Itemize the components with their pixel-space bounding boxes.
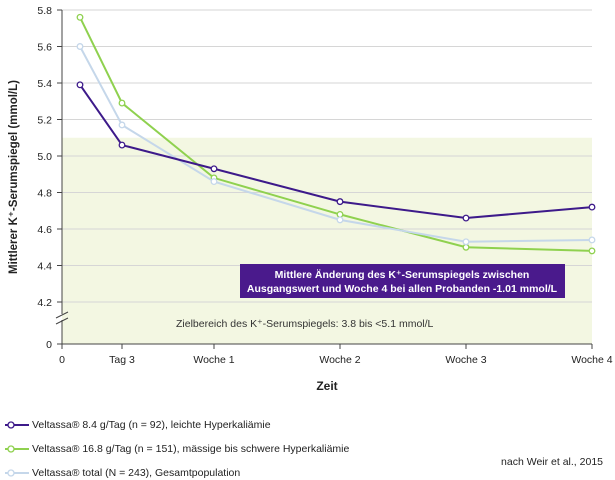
axis-break-mark bbox=[55, 311, 69, 319]
data-point bbox=[118, 141, 126, 149]
data-point bbox=[76, 43, 84, 50]
data-point bbox=[462, 243, 470, 251]
data-point bbox=[118, 121, 126, 129]
x-axis-label: Zeit bbox=[316, 379, 337, 393]
x-tick-label: Woche 1 bbox=[193, 354, 234, 366]
x-tick-label: 0 bbox=[59, 354, 65, 366]
axes bbox=[55, 10, 592, 345]
x-tick-label: Woche 2 bbox=[319, 354, 360, 366]
y-tick-label: 0 bbox=[46, 339, 52, 351]
series-line bbox=[79, 84, 593, 220]
data-point bbox=[336, 198, 344, 206]
legend-label: Veltassa® total (N = 243), Gesamtpopulat… bbox=[32, 467, 241, 479]
y-tick-label: 4.8 bbox=[37, 188, 52, 200]
target-range-label: Zielbereich des K⁺-Serumspiegels: 3.8 bi… bbox=[176, 318, 434, 330]
legend-swatch bbox=[5, 421, 29, 429]
y-tick-label: 4.6 bbox=[37, 224, 52, 236]
x-tick-label: Tag 3 bbox=[109, 354, 135, 366]
y-tick-label: 5.8 bbox=[37, 5, 52, 17]
legend-swatch bbox=[5, 469, 29, 477]
y-tick-label: 5.6 bbox=[37, 42, 52, 54]
annotation-box: Mittlere Änderung des K⁺-Serumspiegels z… bbox=[240, 264, 565, 298]
data-point bbox=[588, 236, 596, 244]
annotation-line-2: Ausgangswert und Woche 4 bei allen Proba… bbox=[247, 283, 558, 295]
axis-break-mark bbox=[55, 317, 69, 325]
legend-marker bbox=[7, 421, 15, 429]
source-citation: nach Weir et al., 2015 bbox=[501, 456, 603, 468]
y-tick-labels: 0 4.2 4.4 4.6 4.8 5.0 5.2 5.4 5.6 5.8 bbox=[37, 5, 62, 351]
y-axis-label: Mittlerer K⁺-Serumspiegel (mmol/L) bbox=[8, 80, 20, 274]
x-tick-label: Woche 3 bbox=[445, 354, 486, 366]
y-tick-label: 4.2 bbox=[37, 297, 52, 309]
data-point bbox=[462, 238, 470, 246]
legend-marker bbox=[7, 469, 15, 477]
legend-label: Veltassa® 8.4 g/Tag (n = 92), leichte Hy… bbox=[32, 419, 271, 431]
data-point bbox=[210, 178, 218, 185]
data-point bbox=[462, 214, 470, 222]
data-point bbox=[76, 13, 84, 21]
data-point bbox=[210, 165, 218, 173]
data-point bbox=[118, 99, 126, 107]
y-tick-label: 4.4 bbox=[37, 261, 52, 273]
legend-swatch bbox=[5, 445, 29, 453]
series-line bbox=[79, 46, 593, 243]
data-point bbox=[336, 216, 344, 224]
legend-label: Veltassa® 16.8 g/Tag (n = 151), mässige … bbox=[32, 443, 350, 455]
annotation-background bbox=[240, 264, 565, 298]
annotation-line-1: Mittlere Änderung des K⁺-Serumspiegels z… bbox=[275, 268, 530, 281]
series-group bbox=[76, 13, 596, 255]
data-point bbox=[588, 247, 596, 255]
y-tick-label: 5.0 bbox=[37, 151, 52, 163]
x-tick-label: Woche 4 bbox=[571, 354, 612, 366]
data-point bbox=[588, 203, 596, 211]
x-tick-labels: 0 Tag 3 Woche 1 Woche 2 Woche 3 Woche 4 bbox=[59, 344, 613, 366]
y-tick-label: 5.2 bbox=[37, 115, 52, 127]
data-point bbox=[76, 81, 84, 89]
data-point bbox=[336, 210, 344, 218]
legend-marker bbox=[7, 445, 15, 453]
y-tick-label: 5.4 bbox=[37, 78, 52, 90]
series-line bbox=[79, 16, 593, 252]
